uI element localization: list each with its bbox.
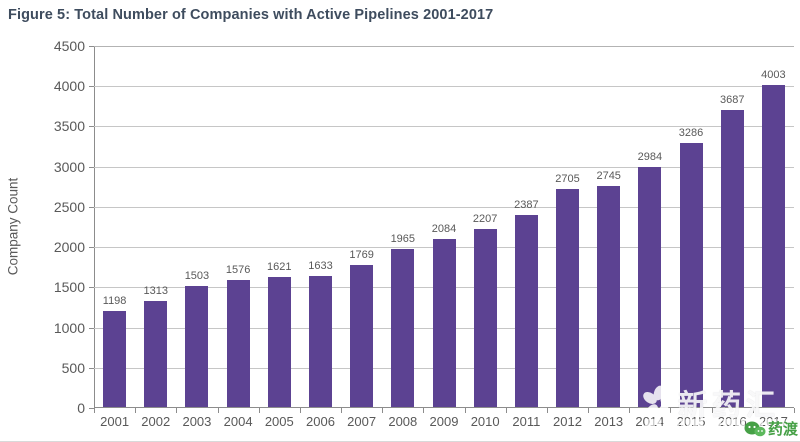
y-axis-tick	[89, 46, 94, 47]
x-axis-tick	[258, 408, 260, 413]
y-axis-tick	[89, 287, 94, 289]
y-tick-label: 1000	[53, 319, 85, 336]
bar-2002	[144, 301, 168, 407]
gridline	[94, 206, 794, 208]
bar-2008	[391, 248, 415, 407]
y-axis-tick	[89, 166, 94, 168]
x-axis-tick	[588, 408, 590, 413]
y-tick-label: 500	[61, 359, 85, 376]
bar-value-label: 1503	[184, 270, 210, 283]
bar-value-label: 1769	[349, 248, 374, 261]
x-axis-tick	[176, 408, 178, 413]
x-tick-label: 2003	[182, 414, 212, 429]
x-axis-tick	[382, 408, 384, 413]
x-tick-label: 2013	[594, 414, 624, 429]
bar-2007	[350, 264, 374, 407]
x-tick-label: 2005	[264, 414, 294, 429]
x-tick-label: 2012	[553, 414, 582, 429]
x-axis-tick	[711, 408, 713, 413]
bar-2015	[679, 142, 703, 407]
x-axis-tick	[135, 408, 137, 413]
x-axis-tick	[629, 408, 631, 413]
y-axis-line	[94, 46, 95, 408]
bar-2005	[267, 276, 291, 407]
x-axis-tick	[341, 408, 343, 413]
bar-2003	[185, 286, 209, 407]
y-tick-label: 0	[77, 400, 85, 416]
bar-value-label: 1576	[225, 264, 251, 277]
y-tick-label: 4000	[53, 78, 85, 95]
y-axis-tick	[89, 408, 94, 409]
y-axis-tick	[89, 247, 94, 249]
bar-value-label: 2387	[514, 198, 539, 211]
x-axis-tick	[94, 408, 95, 413]
x-axis-tick	[464, 408, 466, 413]
bar-value-label: 3286	[678, 126, 704, 139]
x-tick-label: 2007	[347, 414, 377, 429]
y-tick-label: 3500	[53, 118, 85, 135]
y-axis-title: Company Count	[5, 177, 21, 276]
x-tick-label: 2001	[100, 414, 130, 429]
bar-value-label: 1965	[390, 232, 416, 245]
y-axis-tick	[89, 367, 94, 369]
gridline	[94, 166, 794, 168]
y-tick-label: 2000	[53, 239, 85, 256]
x-tick-label: 2002	[141, 414, 171, 429]
x-tick-label: 2004	[223, 414, 253, 429]
bar-2006	[308, 275, 332, 407]
bar-2011	[514, 214, 538, 407]
bar-value-label: 1313	[143, 285, 168, 298]
y-tick-label: 2500	[53, 198, 85, 215]
bar-2010	[473, 229, 497, 407]
gridline	[94, 86, 794, 88]
bar-value-label: 1621	[267, 260, 292, 273]
x-axis-tick	[299, 408, 301, 413]
bar-2014	[638, 166, 662, 407]
y-axis-tick	[89, 126, 94, 128]
y-axis-tick	[89, 206, 94, 208]
bar-2013	[597, 186, 621, 407]
x-axis-tick	[546, 408, 548, 413]
y-tick-label: 4500	[53, 38, 85, 54]
x-tick-label: 2017	[758, 414, 788, 429]
x-tick-label: 2009	[429, 414, 459, 429]
bar-2012	[556, 189, 580, 407]
x-axis-tick	[752, 408, 754, 413]
y-tick-label: 3000	[53, 158, 85, 175]
bar-value-label: 4003	[761, 68, 786, 81]
x-axis-tick	[423, 408, 425, 413]
y-tick-label: 1500	[53, 279, 85, 296]
x-axis-tick	[794, 408, 795, 413]
x-tick-label: 2006	[306, 414, 335, 429]
bar-value-label: 2984	[637, 150, 663, 163]
gridline	[94, 126, 794, 128]
x-tick-label: 2010	[470, 414, 500, 429]
x-axis-tick	[505, 408, 507, 413]
bar-value-label: 2084	[431, 223, 457, 236]
x-axis-tick	[217, 408, 219, 413]
bar-2017	[761, 84, 785, 407]
bar-2001	[103, 310, 127, 407]
bar-value-label: 3687	[719, 94, 745, 107]
x-axis-line	[94, 407, 794, 408]
bar-value-label: 2207	[472, 213, 498, 226]
x-axis-tick	[670, 408, 672, 413]
gridline	[94, 46, 794, 47]
bar-2004	[226, 280, 250, 407]
bar-2016	[720, 110, 744, 407]
bar-value-label: 1198	[102, 294, 127, 307]
bar-value-label: 2705	[555, 173, 580, 186]
plot-area: 0 500 1000 1500 2000 2500 3000 3500 4000 4500 1198…	[54, 38, 795, 429]
bar-2009	[432, 239, 456, 407]
x-tick-label: 2008	[388, 414, 418, 429]
chart-title: Figure 5: Total Number of Companies with…	[8, 7, 494, 23]
y-axis-tick	[89, 86, 94, 88]
bar-value-label: 1633	[308, 259, 333, 272]
y-axis-tick	[89, 327, 94, 329]
bar-value-label: 2745	[596, 170, 621, 183]
x-tick-label: 2011	[512, 414, 541, 429]
